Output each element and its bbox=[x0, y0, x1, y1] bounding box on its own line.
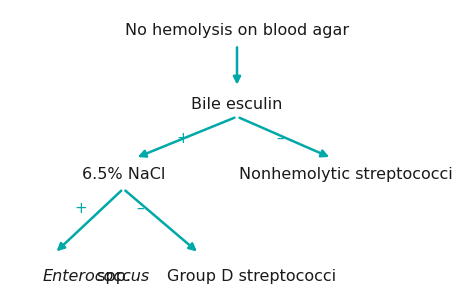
Text: –: – bbox=[136, 201, 144, 216]
Text: Enterococcus: Enterococcus bbox=[43, 269, 150, 284]
Text: spp.: spp. bbox=[92, 269, 131, 284]
Text: Bile esculin: Bile esculin bbox=[191, 97, 283, 112]
Text: Nonhemolytic streptococci: Nonhemolytic streptococci bbox=[239, 168, 453, 182]
Text: +: + bbox=[74, 201, 87, 216]
Text: +: + bbox=[176, 131, 189, 146]
Text: –: – bbox=[276, 131, 283, 146]
Text: Group D streptococci: Group D streptococci bbox=[167, 269, 336, 284]
Text: 6.5% NaCl: 6.5% NaCl bbox=[82, 168, 165, 182]
Text: No hemolysis on blood agar: No hemolysis on blood agar bbox=[125, 23, 349, 38]
